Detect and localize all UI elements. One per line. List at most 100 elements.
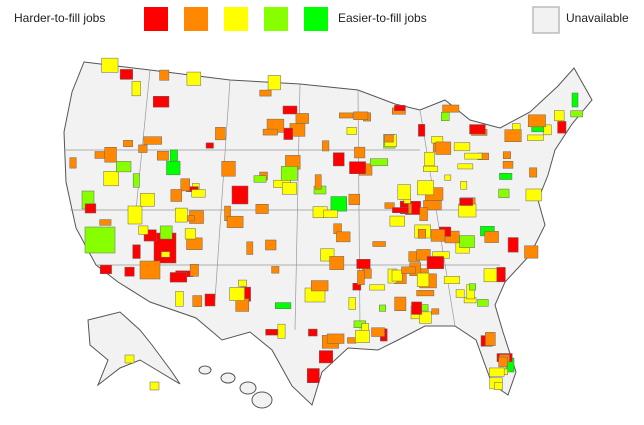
area bbox=[226, 215, 244, 228]
area bbox=[123, 140, 133, 147]
area bbox=[143, 229, 157, 242]
area bbox=[275, 302, 292, 309]
area bbox=[174, 207, 188, 223]
area bbox=[159, 69, 170, 81]
area bbox=[221, 161, 236, 177]
area bbox=[430, 229, 446, 242]
area bbox=[504, 129, 522, 142]
area bbox=[265, 239, 277, 251]
area bbox=[192, 295, 203, 307]
area bbox=[524, 245, 539, 259]
state-border bbox=[419, 109, 456, 327]
area bbox=[104, 147, 117, 163]
area bbox=[512, 123, 521, 131]
area bbox=[323, 209, 338, 218]
area bbox=[418, 124, 426, 137]
legend-swatch bbox=[144, 7, 168, 31]
area bbox=[255, 204, 269, 214]
area bbox=[389, 215, 405, 227]
area bbox=[138, 225, 149, 235]
area bbox=[314, 174, 322, 190]
area bbox=[271, 266, 280, 274]
area bbox=[394, 105, 406, 112]
area bbox=[457, 163, 474, 170]
area bbox=[281, 182, 298, 195]
area bbox=[131, 80, 141, 97]
area bbox=[485, 332, 496, 346]
legend-harder-label: Harder-to-fill jobs bbox=[14, 11, 105, 25]
area bbox=[161, 251, 171, 258]
area bbox=[186, 237, 203, 250]
area bbox=[370, 158, 389, 167]
area bbox=[444, 174, 452, 181]
area bbox=[557, 121, 567, 134]
area bbox=[453, 142, 471, 152]
area bbox=[498, 356, 508, 368]
area bbox=[357, 270, 365, 285]
legend-easier-label: Easier-to-fill jobs bbox=[338, 11, 427, 25]
area bbox=[152, 96, 170, 108]
area bbox=[477, 299, 489, 307]
state-border bbox=[214, 79, 231, 301]
area bbox=[554, 110, 565, 122]
area bbox=[424, 151, 435, 167]
legend-swatch bbox=[224, 7, 248, 31]
area bbox=[458, 203, 477, 218]
area bbox=[330, 196, 347, 212]
area bbox=[371, 327, 385, 337]
area bbox=[326, 333, 345, 344]
area bbox=[494, 382, 503, 390]
area bbox=[379, 304, 387, 312]
area bbox=[139, 260, 161, 280]
area bbox=[175, 291, 184, 307]
area bbox=[116, 161, 132, 173]
area bbox=[435, 141, 452, 155]
area bbox=[99, 219, 112, 226]
area bbox=[69, 157, 77, 169]
area bbox=[384, 202, 395, 209]
legend-swatch-unavailable bbox=[532, 6, 560, 34]
area bbox=[527, 134, 544, 141]
legend-unavailable-label: Unavailable bbox=[566, 11, 629, 25]
area bbox=[124, 266, 135, 277]
area bbox=[138, 144, 148, 153]
area bbox=[282, 105, 298, 115]
area bbox=[186, 71, 202, 86]
area bbox=[484, 231, 499, 243]
area bbox=[308, 328, 318, 337]
area bbox=[417, 229, 426, 239]
area bbox=[527, 114, 546, 128]
area bbox=[119, 69, 133, 80]
area bbox=[295, 113, 309, 124]
area bbox=[132, 173, 140, 188]
legend-swatches bbox=[144, 6, 560, 34]
area bbox=[401, 266, 416, 274]
area bbox=[384, 134, 394, 143]
area bbox=[238, 279, 248, 287]
area bbox=[496, 267, 506, 283]
area bbox=[372, 241, 386, 247]
area bbox=[355, 330, 370, 343]
area bbox=[277, 323, 286, 339]
hawaii-island bbox=[239, 381, 257, 395]
area bbox=[529, 167, 538, 178]
area bbox=[127, 205, 143, 225]
area bbox=[369, 284, 386, 291]
area bbox=[392, 207, 409, 213]
area bbox=[426, 256, 444, 269]
area bbox=[347, 337, 357, 344]
area bbox=[94, 151, 107, 159]
area bbox=[353, 111, 369, 120]
area bbox=[336, 231, 351, 243]
area bbox=[423, 165, 439, 172]
area bbox=[215, 127, 226, 141]
area bbox=[319, 350, 334, 364]
area bbox=[140, 192, 155, 207]
area bbox=[143, 136, 162, 145]
area bbox=[348, 193, 361, 205]
area bbox=[149, 381, 160, 391]
area bbox=[397, 184, 411, 200]
areas bbox=[69, 57, 583, 391]
area bbox=[204, 293, 216, 307]
area bbox=[416, 249, 431, 261]
